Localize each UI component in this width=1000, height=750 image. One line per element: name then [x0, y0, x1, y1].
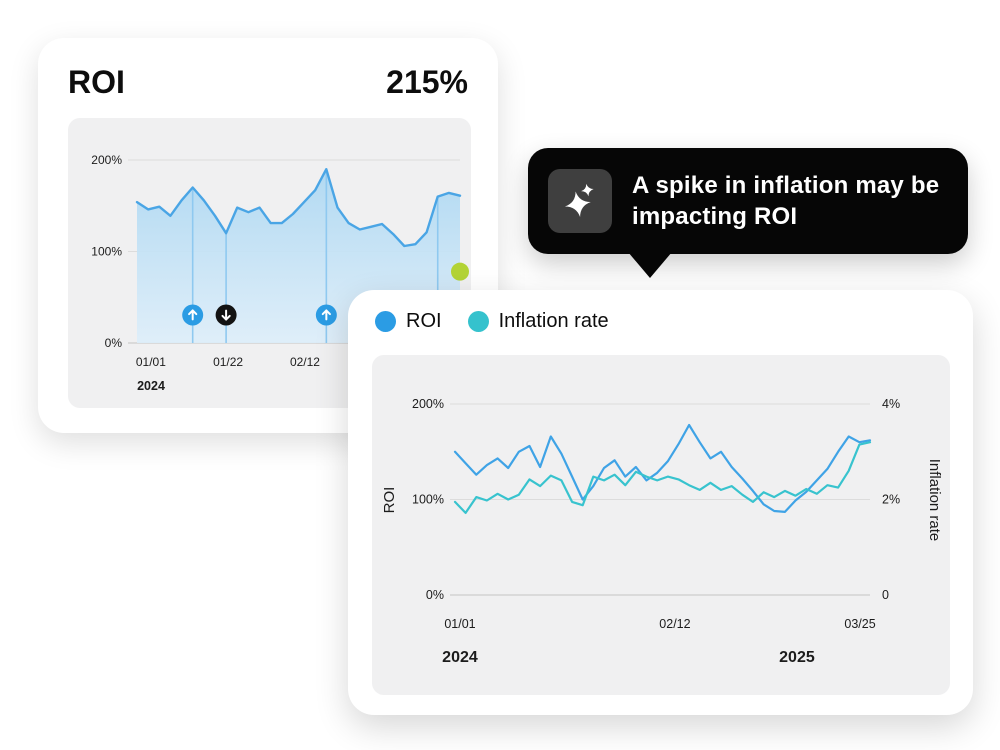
x-tick-label: 02/12 — [659, 617, 690, 631]
x-tick-label: 03/25 — [844, 617, 875, 631]
legend-label-inflation: Inflation rate — [498, 310, 609, 332]
left-axis-title: ROI — [381, 487, 398, 514]
roi-card-title: ROI — [68, 64, 125, 100]
left-tick-label: 100% — [412, 493, 444, 507]
comparison-card: ROI Inflation rate 200% 100% 0% 4% 2% 0 01/01 0… — [348, 290, 973, 715]
right-tick-label: 2% — [882, 493, 900, 507]
y-tick-label: 100% — [91, 245, 122, 259]
legend-label-roi: ROI — [406, 310, 442, 332]
roi-card-header: ROI 215% — [38, 38, 498, 101]
left-tick-label: 0% — [426, 588, 444, 602]
tooltip-tail — [628, 252, 672, 278]
series-line-inflation-rate — [453, 441, 872, 514]
roi-summary-card: ROI 215% 200% 100% 0% 01/01 01/22 02/12 2024 — [38, 38, 498, 433]
sparkles-icon — [548, 169, 612, 233]
ai-insight-tooltip: A spike in inflation may be impacting RO… — [528, 148, 968, 278]
x-tick-label: 01/01 — [444, 617, 475, 631]
dual-axis-chart: 200% 100% 0% 4% 2% 0 01/01 02/12 03/25 2024 2025 RO… — [381, 397, 943, 666]
right-tick-label: 4% — [882, 397, 900, 411]
legend-dot-inflation — [467, 311, 489, 332]
legend-dot-roi — [375, 311, 396, 332]
highlight-dot — [451, 262, 469, 281]
chart-legend: ROI Inflation rate — [375, 310, 609, 333]
legend-item-inflation: Inflation rate — [467, 310, 609, 333]
year-label: 2025 — [779, 649, 815, 666]
left-tick-label: 200% — [412, 397, 444, 411]
year-label: 2024 — [137, 379, 165, 393]
x-tick-label: 01/01 — [136, 355, 166, 369]
up-arrow-icon — [188, 309, 198, 321]
up-arrow-icon — [321, 309, 331, 321]
x-tick-label: 01/22 — [213, 355, 243, 369]
down-arrow-icon — [221, 309, 231, 321]
y-tick-label: 0% — [105, 336, 123, 350]
roi-current-value: 215% — [386, 64, 468, 100]
series-line-roi — [453, 423, 872, 513]
right-tick-label: 0 — [882, 588, 889, 602]
dual-chart-panel: 200% 100% 0% 4% 2% 0 01/01 02/12 03/25 2024 2025 RO… — [372, 355, 950, 695]
x-tick-label: 02/12 — [290, 355, 320, 369]
right-axis-title: Inflation rate — [926, 459, 943, 542]
tooltip-text: A spike in inflation may be impacting RO… — [632, 171, 940, 230]
roi-line — [135, 168, 462, 248]
year-label: 2024 — [442, 649, 478, 666]
legend-item-roi: ROI — [375, 310, 442, 333]
y-tick-label: 200% — [91, 153, 122, 167]
